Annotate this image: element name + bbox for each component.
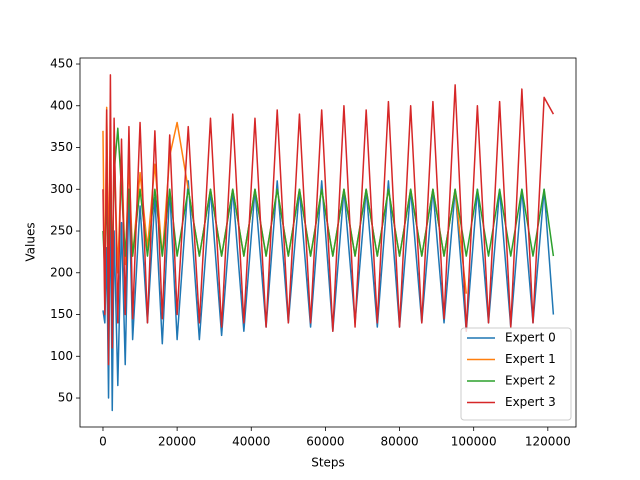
y-tick-label: 300 (50, 182, 73, 196)
y-tick-label: 50 (58, 391, 73, 405)
y-tick-label: 350 (50, 140, 73, 154)
x-tick-label: 20000 (158, 435, 196, 449)
x-tick-label: 80000 (380, 435, 418, 449)
x-tick-label: 0 (99, 435, 107, 449)
y-tick-label: 100 (50, 349, 73, 363)
legend-label: Expert 1 (505, 352, 556, 366)
axes-frame (79, 57, 577, 428)
y-tick-label: 150 (50, 307, 73, 321)
y-tick-label: 200 (50, 265, 73, 279)
x-tick-label: 40000 (232, 435, 270, 449)
y-axis-label: Values (24, 222, 38, 261)
legend-label: Expert 3 (505, 395, 556, 409)
x-tick-label: 120000 (525, 435, 571, 449)
series-line (102, 180, 555, 412)
series-line (102, 74, 555, 366)
y-tick-label: 250 (50, 224, 73, 238)
y-tick-label: 450 (50, 57, 73, 71)
plot-area (102, 74, 555, 412)
x-tick-label: 100000 (451, 435, 497, 449)
legend-label: Expert 0 (505, 331, 556, 345)
legend-box (460, 327, 572, 421)
x-axis-label: Steps (311, 456, 345, 470)
legend-label: Expert 2 (505, 374, 556, 388)
y-tick-label: 400 (50, 98, 73, 112)
x-tick-label: 60000 (306, 435, 344, 449)
